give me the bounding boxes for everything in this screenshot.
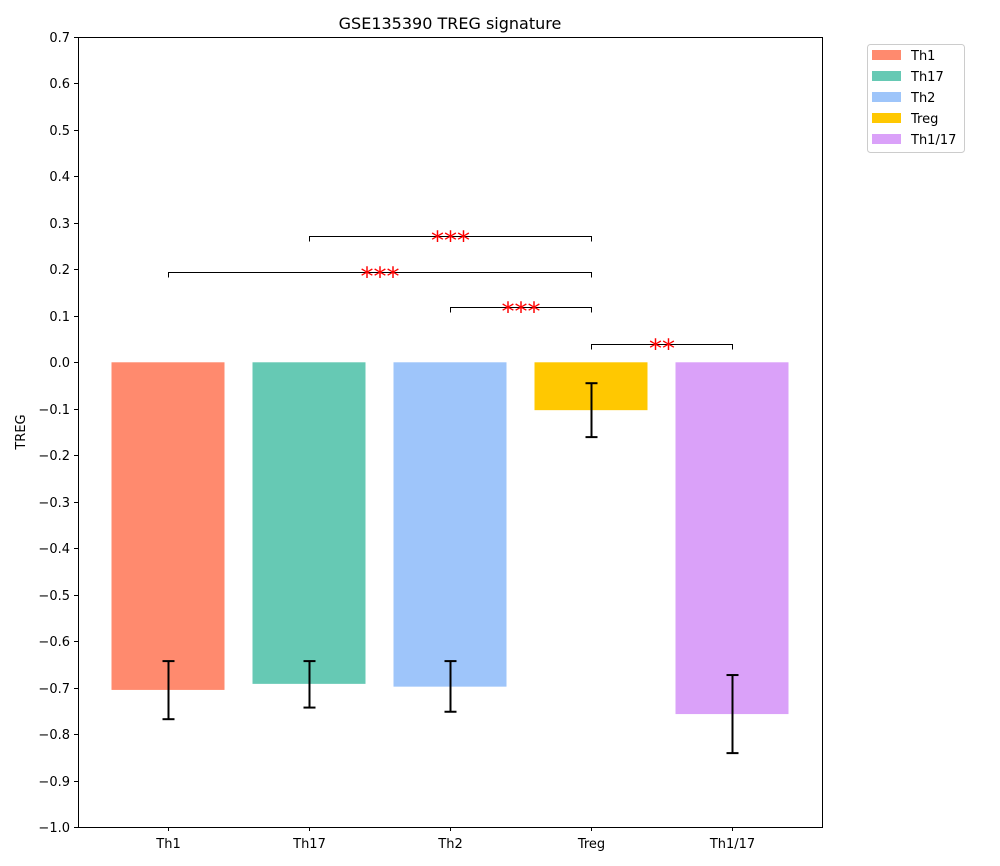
significance-bracket-4: ** [591, 335, 733, 365]
x-tick-label: Th2 [437, 837, 462, 852]
legend-label: Th1/17 [910, 133, 956, 148]
significance-label-2: *** [361, 263, 400, 293]
x-tick-label: Th1/17 [709, 837, 755, 852]
significance-label-3: *** [502, 298, 541, 328]
y-tick-label: −0.3 [38, 496, 70, 511]
y-tick-label: 0.7 [49, 31, 70, 46]
bar-th1-17 [675, 362, 789, 715]
y-axis-label: TREG [14, 414, 29, 450]
significance-annotations: *********** [168, 227, 733, 365]
y-tick-label: 0.4 [49, 170, 70, 185]
bar-th2 [393, 362, 507, 687]
legend: Th1 Th17 Th2 Treg Th1/17 [867, 44, 965, 153]
error-bar-th17 [303, 660, 316, 709]
bar-th17 [252, 362, 366, 684]
y-tick-label: −0.9 [38, 775, 70, 790]
x-tick-label: Th1 [155, 837, 180, 852]
bar-th1 [111, 362, 225, 690]
y-tick-label: 0.5 [49, 124, 70, 139]
error-bars-layer [162, 382, 739, 755]
y-tick-label: −0.2 [38, 449, 70, 464]
y-tick-label: −0.4 [38, 542, 70, 557]
bars-layer [111, 362, 789, 715]
significance-label-1: *** [431, 227, 470, 257]
legend-label: Th17 [910, 70, 944, 85]
y-tick-label: 0.6 [49, 77, 70, 92]
y-tick-label: 0.3 [49, 217, 70, 232]
chart-title: GSE135390 TREG signature [339, 14, 562, 33]
legend-swatch [872, 92, 901, 102]
y-tick-label: −0.8 [38, 728, 70, 743]
x-tick-label: Treg [577, 837, 605, 852]
legend-swatch [872, 71, 901, 81]
legend-label: Th2 [910, 91, 935, 106]
x-tick-label: Th17 [292, 837, 326, 852]
x-axis-ticks: Th1 Th17 Th2 Treg Th1/17 [155, 827, 755, 852]
legend-swatch [872, 50, 901, 60]
error-bar-th2 [444, 660, 457, 713]
legend-label: Treg [910, 112, 938, 127]
legend-label: Th1 [910, 49, 935, 64]
significance-bracket-1: *** [309, 227, 592, 257]
significance-label-4: ** [649, 335, 675, 365]
error-bar-th1-17 [726, 674, 739, 755]
y-tick-label: −0.6 [38, 635, 70, 650]
y-tick-label: 0.0 [49, 356, 70, 371]
legend-swatch [872, 113, 901, 123]
significance-bracket-3: *** [450, 298, 592, 328]
y-axis-ticks: −1.0 −0.9 −0.8 −0.7 −0.6 −0.5 −0.4 −0.3 −0.2 −0.1… [38, 31, 78, 836]
significance-bracket-2: *** [168, 263, 592, 293]
y-tick-label: −1.0 [38, 821, 70, 836]
error-bar-treg [585, 382, 598, 439]
error-bar-th1 [162, 660, 175, 721]
y-tick-label: 0.1 [49, 310, 70, 325]
legend-swatch [872, 134, 901, 144]
y-tick-label: −0.5 [38, 589, 70, 604]
y-tick-label: 0.2 [49, 263, 70, 278]
y-tick-label: −0.1 [38, 403, 70, 418]
y-tick-label: −0.7 [38, 682, 70, 697]
